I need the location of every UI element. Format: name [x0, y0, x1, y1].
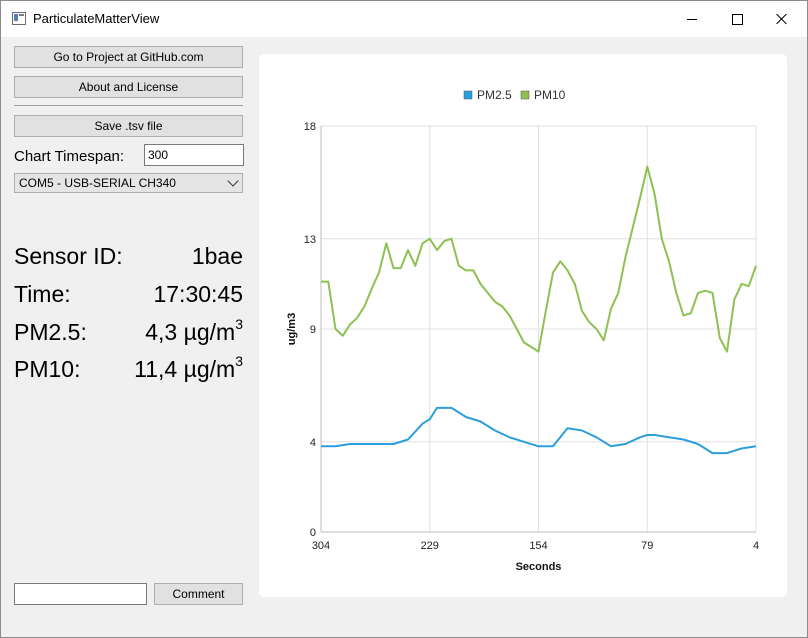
- x-tick-label: 304: [312, 540, 330, 552]
- pm25-value: 4,3 µg/m3: [145, 316, 243, 346]
- y-tick-label: 0: [310, 527, 316, 539]
- timespan-label: Chart Timespan:: [14, 148, 125, 165]
- window-title: ParticulateMatterView: [33, 11, 160, 26]
- pm-chart: 0 4 9 13 18 304 229 154 79 4 Seconds ug/m3 PM2.5 PM10: [286, 88, 759, 573]
- pm10-label: PM10:: [14, 356, 81, 382]
- x-tick-label: 154: [529, 540, 547, 552]
- pm10-row: PM10: 11,4 µg/m3: [14, 353, 243, 386]
- time-row: Time: 17:30:45: [14, 281, 243, 311]
- series-line-pm10: [321, 165, 757, 353]
- time-label: Time:: [14, 281, 71, 307]
- divider: [14, 105, 243, 106]
- close-icon: [776, 13, 788, 25]
- timespan-input[interactable]: 300: [144, 144, 244, 166]
- legend-swatch: [520, 90, 530, 100]
- pm10-value: 11,4 µg/m3: [134, 353, 243, 383]
- y-tick-label: 9: [310, 324, 316, 336]
- chart-panel: 0 4 9 13 18 304 229 154 79 4 Seconds ug/m3 PM2.5 PM10: [259, 54, 787, 597]
- maximize-icon: [731, 13, 743, 25]
- comment-button[interactable]: Comment: [154, 583, 243, 605]
- legend-swatch: [463, 90, 473, 100]
- pm10-value-text: 11,4 µg/m: [134, 356, 236, 382]
- maximize-button[interactable]: [714, 1, 760, 37]
- app-window-icon: [12, 12, 26, 25]
- series-line-pm25: [321, 406, 757, 455]
- title-bar[interactable]: ParticulateMatterView: [1, 1, 807, 37]
- y-axis-title: ug/m3: [286, 313, 298, 345]
- pm10-unit-exponent: 3: [235, 353, 243, 369]
- sensor-id-row: Sensor ID: 1bae: [14, 243, 243, 273]
- x-tick-label: 79: [641, 540, 653, 552]
- x-tick-label: 4: [753, 540, 759, 552]
- legend-label: PM2.5: [477, 88, 512, 102]
- sensor-id-label: Sensor ID:: [14, 243, 123, 269]
- pm25-value-text: 4,3 µg/m: [145, 319, 236, 345]
- x-axis-title: Seconds: [516, 561, 562, 573]
- x-tick-label: 229: [421, 540, 439, 552]
- pm25-row: PM2.5: 4,3 µg/m3: [14, 316, 243, 349]
- port-select[interactable]: COM5 - USB-SERIAL CH340: [14, 173, 243, 193]
- y-tick-label: 13: [304, 234, 316, 246]
- comment-input[interactable]: [14, 583, 147, 605]
- save-tsv-button[interactable]: Save .tsv file: [14, 115, 243, 137]
- chevron-down-icon: [227, 175, 239, 187]
- minimize-button[interactable]: [669, 1, 715, 37]
- pm25-label: PM2.5:: [14, 319, 87, 345]
- github-button[interactable]: Go to Project at GitHub.com: [14, 46, 243, 68]
- minimize-icon: [687, 18, 697, 20]
- y-tick-label: 4: [310, 437, 316, 449]
- close-button[interactable]: [759, 1, 805, 37]
- about-button[interactable]: About and License: [14, 76, 243, 98]
- pm25-unit-exponent: 3: [235, 316, 243, 332]
- port-select-value: COM5 - USB-SERIAL CH340: [19, 176, 176, 190]
- y-tick-label: 18: [304, 121, 316, 133]
- sensor-id-value: 1bae: [191, 243, 243, 269]
- time-value: 17:30:45: [153, 281, 243, 307]
- legend-label: PM10: [534, 88, 566, 102]
